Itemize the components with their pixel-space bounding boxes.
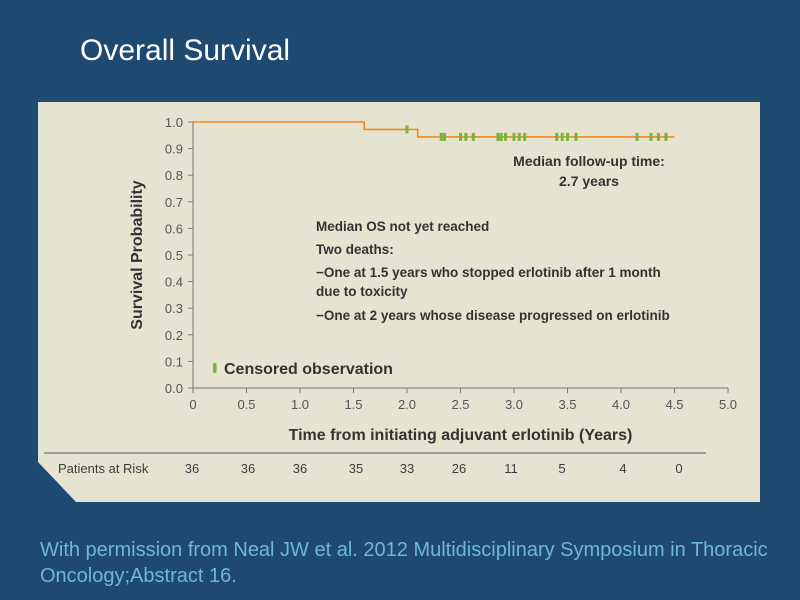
- x-tick-label: 4.5: [665, 397, 683, 412]
- censor-mark: [464, 132, 468, 141]
- chart-panel: 0 0.5 1.0 1.5 2.0 2.5 3.0 3.5 4.0 4.5 5.0 0.0 0.1 0.2…: [38, 102, 760, 502]
- legend-censor-swatch: [213, 363, 217, 373]
- slide-title: Overall Survival: [80, 34, 291, 67]
- censor-mark: [512, 132, 516, 141]
- censor-mark: [405, 125, 409, 134]
- risk-table-label: Patients at Risk: [58, 461, 149, 476]
- survival-curve-line: [193, 121, 675, 138]
- x-tick-label: 2.0: [398, 397, 416, 412]
- y-tick-label: 0.6: [165, 221, 183, 236]
- censor-mark: [442, 132, 446, 141]
- censor-mark: [566, 132, 569, 141]
- x-tick-label: 0.5: [237, 397, 255, 412]
- x-tick-label: 4.0: [612, 397, 630, 412]
- y-tick-label: 0.2: [165, 328, 183, 343]
- risk-table-value: 5: [558, 461, 565, 476]
- y-tick-label: 0.0: [165, 381, 183, 396]
- risk-table-value: 36: [185, 461, 199, 476]
- y-axis-label: Survival Probability: [129, 180, 146, 329]
- y-tick-label: 1.0: [165, 115, 183, 130]
- risk-table-value: 11: [504, 461, 518, 476]
- deaths-note-line: Two deaths:: [316, 242, 394, 257]
- censor-mark: [664, 132, 668, 141]
- chart-text-layer: Time from initiating adjuvant erlotinib …: [129, 153, 670, 444]
- risk-table-value: 26: [452, 461, 466, 476]
- risk-table-value: 4: [619, 461, 626, 476]
- y-tick-label: 0.8: [165, 168, 183, 183]
- legend-label: Censored observation: [224, 361, 393, 378]
- x-tick-label: 1.5: [344, 397, 362, 412]
- deaths-note-line: −One at 2 years whose disease progressed…: [316, 308, 670, 323]
- censor-mark: [471, 132, 475, 141]
- censor-mark: [656, 132, 660, 141]
- censor-mark: [439, 132, 443, 141]
- y-tick-label: 0.1: [165, 354, 183, 369]
- deaths-note-line: Median OS not yet reached: [316, 219, 489, 234]
- risk-table: Patients at Risk 36 36 36 35 33 26 11 5 4 0: [44, 452, 706, 476]
- x-tick-label: 0: [189, 397, 196, 412]
- followup-annotation-line: Median follow-up time:: [513, 153, 665, 169]
- censor-mark: [517, 132, 521, 141]
- survival-curve-layer: [193, 121, 675, 138]
- risk-table-value: 36: [241, 461, 255, 476]
- x-tick-label: 2.5: [451, 397, 469, 412]
- x-tick-label: 3.0: [505, 397, 523, 412]
- citation-caption: With permission from Neal JW et al. 2012…: [40, 539, 768, 587]
- chart-axes: 0 0.5 1.0 1.5 2.0 2.5 3.0 3.5 4.0 4.5 5.0 0.0 0.1 0.2…: [165, 115, 737, 412]
- censor-mark: [499, 132, 503, 141]
- y-tick-label: 0.5: [165, 248, 183, 263]
- km-chart: 0 0.5 1.0 1.5 2.0 2.5 3.0 3.5 4.0 4.5 5.0 0.0 0.1 0.2…: [44, 115, 737, 476]
- risk-table-value: 0: [675, 461, 682, 476]
- x-tick-label: 5.0: [719, 397, 737, 412]
- censor-mark: [574, 132, 578, 141]
- y-tick-label: 0.9: [165, 142, 183, 157]
- deaths-note-line: −One at 1.5 years who stopped erlotinib …: [316, 265, 661, 280]
- censor-mark: [555, 132, 559, 141]
- y-tick-label: 0.7: [165, 195, 183, 210]
- risk-table-value: 36: [293, 461, 307, 476]
- x-tick-label: 3.5: [558, 397, 576, 412]
- x-tick-label: 1.0: [291, 397, 309, 412]
- censor-mark: [560, 132, 564, 141]
- censor-mark: [649, 132, 653, 141]
- censor-mark: [459, 132, 462, 141]
- censor-mark: [503, 132, 507, 141]
- censor-mark: [523, 132, 527, 141]
- followup-annotation-line: 2.7 years: [559, 173, 619, 189]
- y-tick-label: 0.3: [165, 301, 183, 316]
- censor-mark: [496, 132, 500, 141]
- risk-table-value: 35: [349, 461, 363, 476]
- x-axis-label: Time from initiating adjuvant erlotinib …: [289, 427, 633, 444]
- deaths-note-line: due to toxicity: [316, 284, 408, 299]
- censor-marks-layer: [405, 125, 668, 141]
- risk-table-value: 33: [400, 461, 414, 476]
- censor-mark: [635, 132, 639, 141]
- y-tick-label: 0.4: [165, 275, 183, 290]
